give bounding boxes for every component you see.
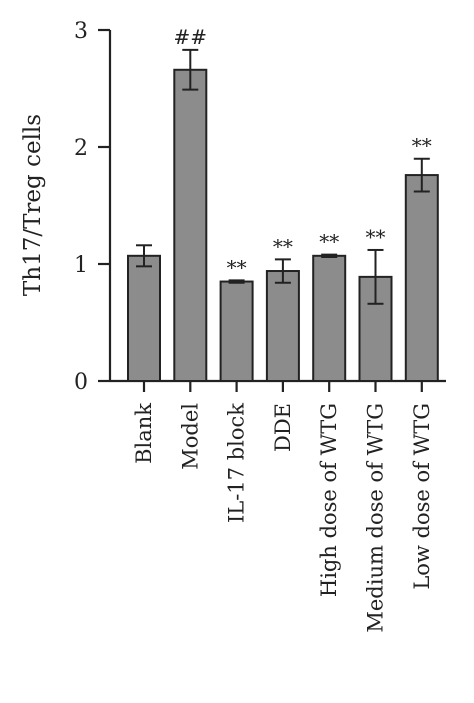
error-bar [274, 258, 291, 284]
error-bar [182, 48, 199, 91]
y-axis-label: Th17/Treg cells [20, 114, 46, 296]
y-tick-label: 1 [74, 253, 88, 278]
bar [265, 270, 300, 382]
y-tick-label: 2 [74, 136, 88, 161]
x-tick-label: Low dose of WTG [410, 403, 434, 590]
significance-label: ** [319, 230, 339, 254]
x-tick-label: Blank [132, 403, 156, 464]
y-ticks: 0 1 2 3 [74, 19, 110, 395]
significance-label: ** [227, 255, 247, 279]
error-bar [136, 244, 152, 268]
bar [312, 254, 347, 382]
significance-label: ## [174, 25, 208, 49]
y-tick-label: 3 [74, 19, 88, 44]
bar [404, 174, 439, 382]
bar [173, 68, 208, 382]
x-tick-label: Model [178, 403, 202, 470]
y-tick-label: 0 [74, 370, 88, 395]
significance-label: ** [273, 234, 293, 258]
x-tick-label: High dose of WTG [317, 403, 341, 597]
significance-label: ** [412, 134, 432, 158]
bars: ## ** ** ** ** ** [127, 25, 439, 382]
x-tick-label: IL-17 block [225, 403, 249, 523]
x-tick-label: Medium dose of WTG [364, 403, 388, 633]
error-bar [367, 248, 384, 305]
bar [219, 280, 254, 382]
x-tick-label: DDE [271, 403, 295, 452]
error-bar [413, 157, 430, 193]
bar [127, 254, 161, 382]
error-bar [228, 279, 245, 284]
x-tick-labels: Blank Model IL-17 block DDE High dose of WTG… [132, 381, 434, 633]
error-bar [321, 253, 338, 258]
significance-label: ** [366, 225, 386, 249]
